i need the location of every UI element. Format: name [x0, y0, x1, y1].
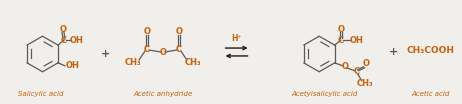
- Text: OH: OH: [350, 36, 364, 45]
- Text: CH₃: CH₃: [184, 58, 201, 67]
- Text: Acetic acid: Acetic acid: [412, 91, 450, 97]
- Text: Salicylic acid: Salicylic acid: [18, 91, 63, 97]
- Text: Acetylsalicylic acid: Acetylsalicylic acid: [291, 91, 358, 97]
- Text: Acetic anhydride: Acetic anhydride: [134, 91, 193, 97]
- Text: CH₃COOH: CH₃COOH: [407, 46, 455, 54]
- Text: O: O: [363, 59, 370, 68]
- Text: H⁺: H⁺: [231, 34, 242, 43]
- Text: +: +: [389, 47, 399, 57]
- Text: C: C: [144, 45, 150, 54]
- Text: O: O: [337, 25, 344, 34]
- Text: C: C: [338, 36, 344, 45]
- Text: C: C: [176, 45, 182, 54]
- Text: C: C: [61, 36, 67, 45]
- Text: +: +: [101, 49, 110, 59]
- Text: OH: OH: [70, 36, 84, 45]
- Text: OH: OH: [66, 61, 80, 70]
- Text: O: O: [176, 27, 182, 36]
- Text: O: O: [341, 62, 348, 71]
- Text: CH₃: CH₃: [356, 79, 373, 88]
- Text: C: C: [353, 67, 360, 76]
- Text: O: O: [144, 27, 151, 36]
- Text: CH₃: CH₃: [125, 58, 141, 67]
- Text: O: O: [60, 25, 67, 34]
- Text: O: O: [159, 48, 166, 58]
